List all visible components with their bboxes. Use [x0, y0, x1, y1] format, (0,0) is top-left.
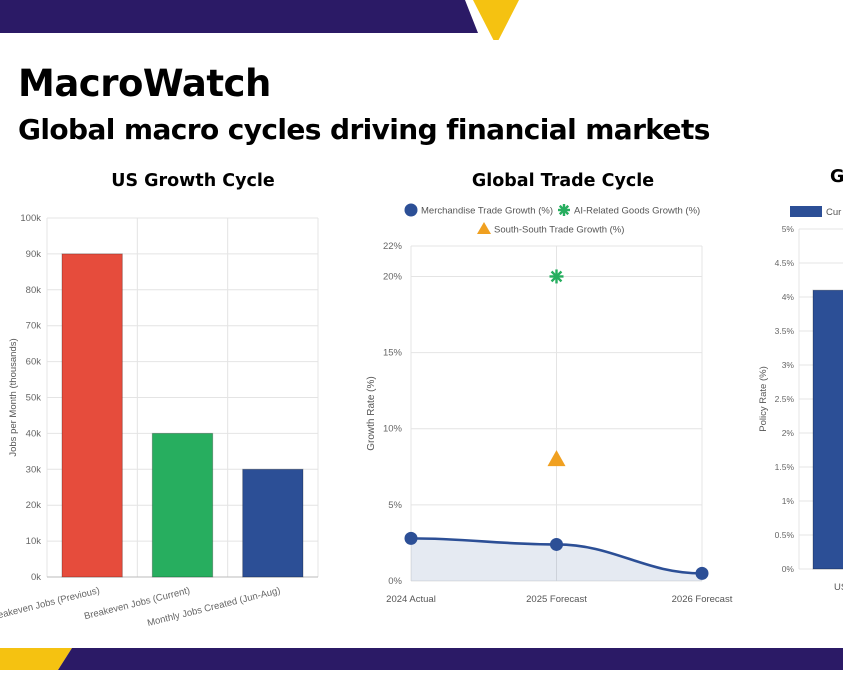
y-tick-label: 60k — [26, 357, 42, 368]
chart-title-us-growth: US Growth Cycle — [111, 171, 275, 191]
legend-label: South-South Trade Growth (%) — [494, 225, 624, 236]
x-tick-label: 2024 Actual — [386, 594, 436, 605]
data-point — [547, 450, 566, 467]
page-tagline: Global macro cycles driving financial ma… — [18, 113, 710, 146]
brand-title: MacroWatch — [18, 62, 271, 105]
y-tick-label: 1.5% — [775, 462, 795, 472]
y-tick-label: 3% — [782, 360, 795, 370]
bottom-banner-gold — [0, 648, 72, 670]
y-tick-label: 1% — [782, 496, 795, 506]
legend-swatch — [404, 203, 418, 217]
asterisk-stroke — [550, 270, 563, 283]
y-tick-label: 22% — [383, 241, 403, 252]
bar — [812, 289, 843, 570]
x-tick-label: 2025 Forecast — [526, 594, 587, 605]
legend-label: AI-Related Goods Growth (%) — [574, 206, 700, 217]
legend-label: Merchandise Trade Growth (%) — [421, 206, 553, 217]
y-axis-label: Growth Rate (%) — [366, 376, 377, 450]
legend-swatch — [477, 222, 491, 234]
y-tick-label: 10k — [26, 536, 42, 547]
y-tick-label: 30k — [26, 464, 42, 475]
legend-swatch — [558, 204, 570, 216]
y-axis-label: Jobs per Month (thousands) — [8, 338, 19, 456]
series-line — [410, 537, 703, 575]
y-tick-label: 20k — [26, 500, 42, 511]
bottom-banner-band — [58, 648, 843, 670]
bottom-banner — [0, 648, 843, 670]
y-tick-label: 100k — [20, 213, 41, 224]
legend-label: Cur — [826, 207, 841, 218]
y-tick-label: 0% — [782, 564, 795, 574]
data-point — [404, 531, 418, 545]
x-tick-label: Monthly Jobs Created (Jun-Aug) — [146, 585, 281, 629]
y-tick-label: 80k — [26, 285, 42, 296]
y-tick-label: 0% — [388, 576, 402, 587]
y-tick-label: 90k — [26, 249, 42, 260]
bar — [242, 468, 304, 578]
x-tick-label: Breakeven Jobs (Previous) — [0, 585, 101, 623]
data-point — [550, 537, 563, 551]
y-tick-label: 5% — [782, 224, 795, 234]
y-tick-label: 5% — [388, 500, 402, 511]
x-tick-label: Breakeven Jobs (Current) — [83, 585, 191, 622]
y-tick-label: 0.5% — [775, 530, 795, 540]
asterisk-stroke — [550, 270, 563, 283]
y-tick-label: 0k — [31, 572, 41, 583]
y-tick-label: 20% — [383, 271, 403, 282]
data-point — [695, 566, 709, 580]
top-banner — [0, 0, 519, 40]
chart-title-global-trade: Global Trade Cycle — [471, 171, 655, 191]
top-banner-gold-triangle — [473, 0, 519, 40]
y-tick-label: 70k — [26, 321, 42, 332]
asterisk-stroke — [558, 204, 570, 216]
y-tick-label: 2.5% — [775, 394, 795, 404]
y-tick-label: 4.5% — [775, 258, 795, 268]
top-banner-band — [0, 0, 478, 33]
y-tick-label: 40k — [26, 428, 42, 439]
y-tick-label: 10% — [383, 424, 403, 435]
y-tick-label: 4% — [782, 292, 795, 302]
x-tick-label: US — [834, 582, 843, 593]
series-area — [411, 538, 702, 581]
chart-title-third: G — [830, 167, 843, 187]
y-tick-label: 2% — [782, 428, 795, 438]
bar — [151, 432, 214, 578]
y-tick-label: 50k — [26, 393, 42, 404]
data-point — [549, 269, 564, 284]
y-tick-label: 15% — [383, 348, 403, 359]
bar — [61, 253, 123, 578]
y-axis-label: Policy Rate (%) — [758, 366, 769, 431]
legend-swatch — [790, 206, 822, 217]
y-tick-label: 3.5% — [775, 326, 795, 336]
x-tick-label: 2026 Forecast — [672, 594, 733, 605]
asterisk-stroke — [558, 204, 570, 216]
